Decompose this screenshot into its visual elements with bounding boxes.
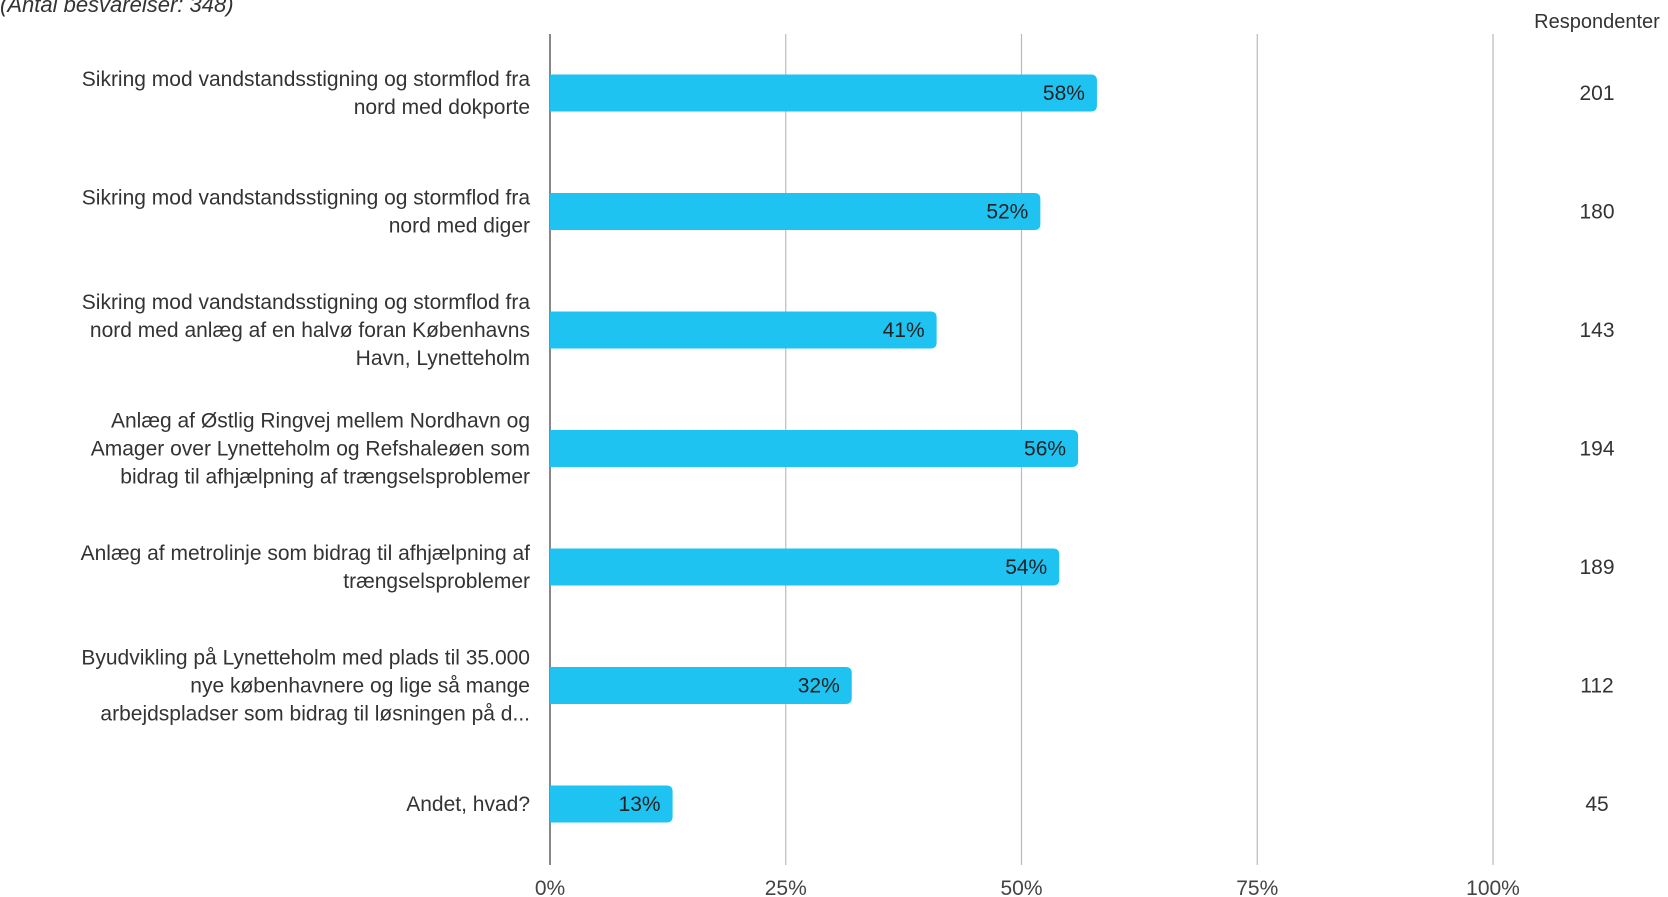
category-label-line: Amager over Lynetteholm og Refshaleøen s… <box>91 438 530 461</box>
category-label-line: Byudvikling på Lynetteholm med plads til… <box>81 647 530 670</box>
category-label-line: nye københavnere og lige så mange <box>190 675 530 698</box>
respondents-column: Respondenter 201 180 143 194 189 112 45 <box>1534 11 1660 816</box>
bar-value-label: 52% <box>986 201 1028 224</box>
bar <box>550 785 673 823</box>
category-label: Anlæg af Østlig Ringvej mellem Nordhavn … <box>91 410 530 489</box>
category-label: Sikring mod vandstandsstigning og stormf… <box>82 291 531 370</box>
x-axis-ticks: 0% 25% 50% 75% 100% <box>535 877 1520 897</box>
bar-value-label: 56% <box>1024 438 1066 461</box>
category-label-line: trængselsproblemer <box>343 570 530 593</box>
bar-value-label: 41% <box>883 319 925 342</box>
category-label-line: nord med anlæg af en halvø foran Københa… <box>90 319 530 342</box>
category-label-line: nord med dokporte <box>354 96 530 119</box>
bar <box>550 311 937 349</box>
bar-value-label: 54% <box>1005 556 1047 579</box>
respondent-count: 45 <box>1585 793 1608 816</box>
bar <box>550 74 1097 112</box>
bar-value-label: 13% <box>619 793 661 816</box>
category-label-line: Sikring mod vandstandsstigning og stormf… <box>82 187 531 210</box>
x-tick-label: 75% <box>1236 877 1278 897</box>
respondent-count: 143 <box>1579 319 1614 342</box>
respondent-count: 112 <box>1580 675 1613 698</box>
bar <box>550 430 1079 467</box>
category-label-line: Anlæg af metrolinje som bidrag til afhjæ… <box>81 542 531 565</box>
category-labels: Sikring mod vandstandsstigning og stormf… <box>81 68 531 816</box>
bar <box>550 667 852 704</box>
chart-subtitle: (Antal besvarelser: 348) <box>0 0 234 17</box>
bar-value-label: 32% <box>798 675 840 698</box>
respondent-count: 189 <box>1579 556 1614 579</box>
category-label-line: Havn, Lynetteholm <box>356 347 530 370</box>
category-label-line: nord med diger <box>389 215 530 238</box>
category-label: Andet, hvad? <box>406 793 530 816</box>
x-tick-label: 100% <box>1466 877 1520 897</box>
x-tick-label: 25% <box>765 877 807 897</box>
bar <box>550 548 1060 586</box>
category-label: Anlæg af metrolinje som bidrag til afhjæ… <box>81 542 531 593</box>
category-label: Sikring mod vandstandsstigning og stormf… <box>82 68 531 119</box>
bars: 58% 52% 41% 56% 54% 32% 13% <box>550 74 1097 823</box>
respondents-header: Respondenter <box>1534 11 1660 33</box>
x-tick-label: 0% <box>535 877 565 897</box>
category-label-line: Anlæg af Østlig Ringvej mellem Nordhavn … <box>111 410 530 433</box>
category-label-line: arbejdspladser som bidrag til løsningen … <box>100 703 530 726</box>
respondent-count: 194 <box>1579 438 1614 461</box>
category-label: Sikring mod vandstandsstigning og stormf… <box>82 187 531 238</box>
category-label-line: bidrag til afhjælpning af trængselsprobl… <box>120 466 530 489</box>
category-label-line: Andet, hvad? <box>406 793 530 816</box>
x-tick-label: 50% <box>1000 877 1042 897</box>
respondent-count: 180 <box>1579 201 1614 224</box>
category-label-line: Sikring mod vandstandsstigning og stormf… <box>82 68 531 91</box>
respondent-count: 201 <box>1579 82 1614 105</box>
category-label-line: Sikring mod vandstandsstigning og stormf… <box>82 291 531 314</box>
bar-value-label: 58% <box>1043 82 1085 105</box>
bar <box>550 193 1041 230</box>
category-label: Byudvikling på Lynetteholm med plads til… <box>81 647 530 726</box>
